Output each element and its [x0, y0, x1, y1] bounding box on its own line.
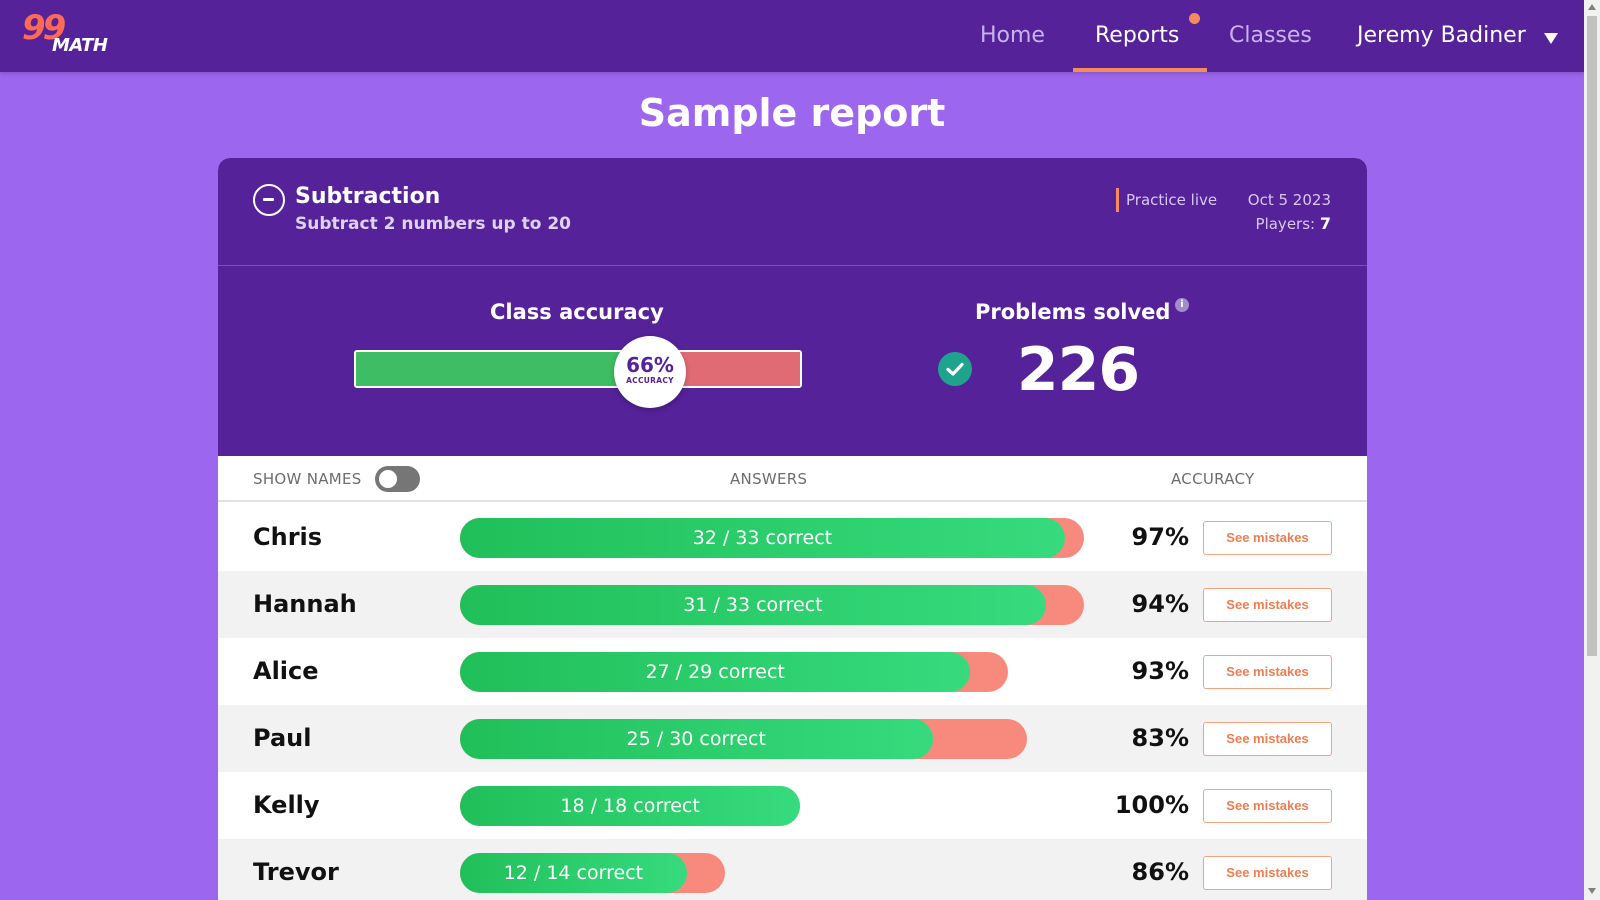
- nav-classes[interactable]: Classes: [1229, 23, 1312, 48]
- table-row: Hannah 31 / 33 correct 94% See mistakes: [218, 571, 1367, 638]
- class-accuracy-bar: [354, 350, 802, 388]
- accuracy-column-header: ACCURACY: [1171, 470, 1255, 488]
- answers-bar: 12 / 14 correct: [460, 853, 725, 893]
- table-row: Kelly 18 / 18 correct 100% See mistakes: [218, 772, 1367, 839]
- see-mistakes-button[interactable]: See mistakes: [1203, 655, 1332, 689]
- student-name: Trevor: [253, 858, 339, 886]
- student-accuracy: 93%: [1131, 657, 1189, 685]
- student-name: Chris: [253, 523, 323, 551]
- see-mistakes-button[interactable]: See mistakes: [1203, 588, 1332, 622]
- accuracy-correct-fill: [356, 352, 650, 386]
- logo[interactable]: 99 MATH: [22, 10, 112, 60]
- answers-bar: 25 / 30 correct: [460, 719, 1027, 759]
- show-names-label: SHOW NAMES: [253, 470, 362, 488]
- answers-label: 27 / 29 correct: [645, 661, 785, 683]
- answers-label: 31 / 33 correct: [683, 594, 823, 616]
- table-row: Paul 25 / 30 correct 83% See mistakes: [218, 705, 1367, 772]
- info-icon[interactable]: i: [1175, 298, 1189, 312]
- student-accuracy: 94%: [1131, 590, 1189, 618]
- see-mistakes-button[interactable]: See mistakes: [1203, 789, 1332, 823]
- logo-text: MATH: [52, 35, 108, 56]
- answers-bar: 18 / 18 correct: [460, 786, 801, 826]
- accuracy-percent: 66%: [626, 353, 674, 377]
- answers-label: 12 / 14 correct: [503, 862, 644, 884]
- nav-reports[interactable]: Reports: [1095, 23, 1180, 48]
- topic-subtitle: Subtract 2 numbers up to 20: [295, 214, 571, 234]
- answers-column-header: ANSWERS: [730, 470, 808, 488]
- table-row: Alice 27 / 29 correct 93% See mistakes: [218, 638, 1367, 705]
- scroll-up-arrow-icon[interactable]: [1588, 4, 1596, 10]
- student-name: Alice: [253, 657, 319, 685]
- page-title: Sample report: [638, 91, 946, 135]
- correct-answers-fill: [460, 719, 933, 759]
- accuracy-caption: ACCURACY: [626, 376, 674, 385]
- chevron-down-icon[interactable]: [1544, 33, 1558, 44]
- user-menu[interactable]: Jeremy Badiner: [1357, 23, 1526, 48]
- show-names-toggle[interactable]: [375, 466, 420, 492]
- report-date: Oct 5 2023: [1247, 191, 1331, 209]
- subtraction-icon: [253, 184, 285, 216]
- correct-answers-fill: [460, 853, 687, 893]
- problems-solved-value: 226: [1016, 335, 1140, 405]
- answers-label: 25 / 30 correct: [626, 728, 766, 750]
- see-mistakes-button[interactable]: See mistakes: [1203, 722, 1332, 756]
- correct-answers-fill: [460, 585, 1046, 625]
- answers-bar: 27 / 29 correct: [460, 652, 1009, 692]
- correct-answers-fill: [460, 518, 1065, 558]
- answers-bar: 31 / 33 correct: [460, 585, 1084, 625]
- game-mode: Practice live: [1126, 191, 1218, 209]
- notification-dot-icon: [1189, 13, 1200, 24]
- players-label: Players:: [1255, 215, 1316, 233]
- student-accuracy: 83%: [1131, 724, 1189, 752]
- report-card: Subtraction Subtract 2 numbers up to 20 …: [218, 158, 1367, 900]
- student-name: Kelly: [253, 791, 320, 819]
- correct-answers-fill: [460, 786, 801, 826]
- correct-answers-fill: [460, 652, 971, 692]
- topic-title: Subtraction: [295, 184, 441, 209]
- logo-number: 99: [22, 8, 66, 48]
- student-accuracy: 100%: [1114, 791, 1189, 819]
- table-row: Trevor 12 / 14 correct 86% See mistakes: [218, 839, 1367, 900]
- problems-solved-label: Problems solved: [975, 300, 1171, 324]
- answers-bar: 32 / 33 correct: [460, 518, 1084, 558]
- student-accuracy: 97%: [1131, 523, 1189, 551]
- report-header: Subtraction Subtract 2 numbers up to 20 …: [218, 158, 1367, 266]
- student-accuracy: 86%: [1131, 858, 1189, 886]
- scroll-down-arrow-icon[interactable]: [1588, 888, 1596, 894]
- scrollbar-thumb[interactable]: [1587, 16, 1597, 656]
- see-mistakes-button[interactable]: See mistakes: [1203, 856, 1332, 890]
- table-header: SHOW NAMES ANSWERS ACCURACY: [218, 456, 1367, 502]
- checkmark-icon: [938, 352, 972, 386]
- players-count: Players: 7: [1256, 213, 1331, 235]
- see-mistakes-button[interactable]: See mistakes: [1203, 521, 1332, 555]
- active-tab-indicator: [1073, 68, 1207, 72]
- class-accuracy-label: Class accuracy: [490, 300, 664, 324]
- answers-label: 18 / 18 correct: [560, 795, 700, 817]
- student-name: Paul: [253, 724, 312, 752]
- nav-home[interactable]: Home: [980, 23, 1045, 48]
- mode-divider: [1116, 188, 1119, 212]
- answers-label: 32 / 33 correct: [692, 527, 833, 549]
- student-name: Hannah: [253, 590, 357, 618]
- table-row: Chris 32 / 33 correct 97% See mistakes: [218, 504, 1367, 571]
- players-value: 7: [1319, 214, 1331, 233]
- stats-panel: Class accuracy 66% ACCURACY Problems sol…: [218, 266, 1367, 456]
- top-navigation-bar: 99 MATH Home Reports Classes Jeremy Badi…: [0, 0, 1584, 72]
- accuracy-badge: 66% ACCURACY: [614, 336, 686, 408]
